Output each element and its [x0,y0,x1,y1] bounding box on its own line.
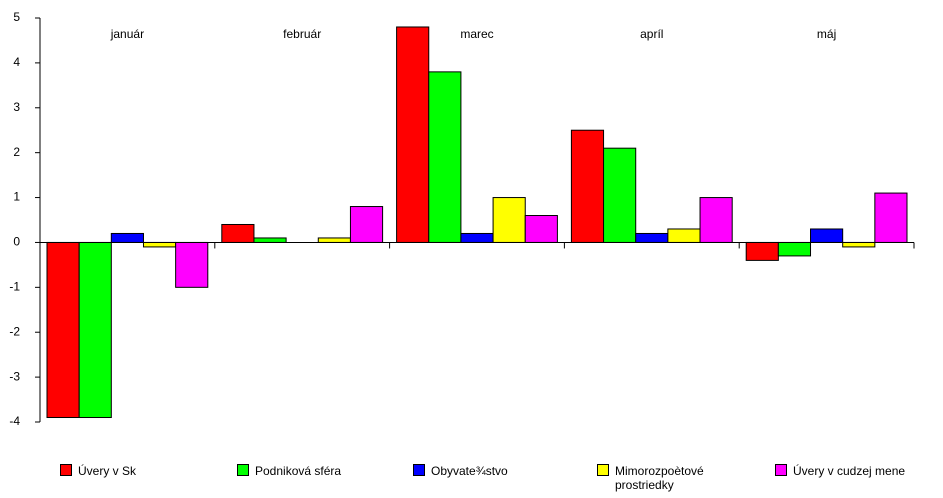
y-tick-label: 0 [13,235,20,249]
bar [142,241,177,248]
bar [635,232,669,243]
y-tick-label: 2 [13,145,20,159]
bar [699,197,733,243]
bar [667,228,701,243]
y-tick-label: -3 [9,369,20,383]
y-tick-label: 5 [13,10,20,24]
category-label: január [110,27,144,41]
bar [810,228,844,243]
bar [745,241,779,261]
bar [349,206,384,243]
y-tick-label: 1 [13,190,20,204]
bar [842,241,876,248]
category-label: apríl [640,27,663,41]
bar [570,129,605,243]
category-label: marec [460,27,493,41]
bar [317,237,351,243]
bar [460,232,494,243]
bar [78,241,112,419]
y-tick-label: -1 [9,280,20,294]
bar [396,26,430,243]
bar [492,197,526,243]
bar [777,241,812,257]
y-tick-label: 4 [13,55,20,69]
y-tick-label: -2 [9,324,20,338]
category-label: február [283,27,321,41]
bar [253,237,287,243]
bar [46,241,80,419]
bar [428,71,462,243]
category-label: máj [817,27,836,41]
y-tick-label: 3 [13,100,20,114]
bar [874,192,908,243]
bar [110,232,144,243]
bar [603,147,637,243]
y-tick-label: -4 [9,414,20,428]
bar [175,241,209,288]
bar [221,223,255,243]
bar [524,215,558,243]
